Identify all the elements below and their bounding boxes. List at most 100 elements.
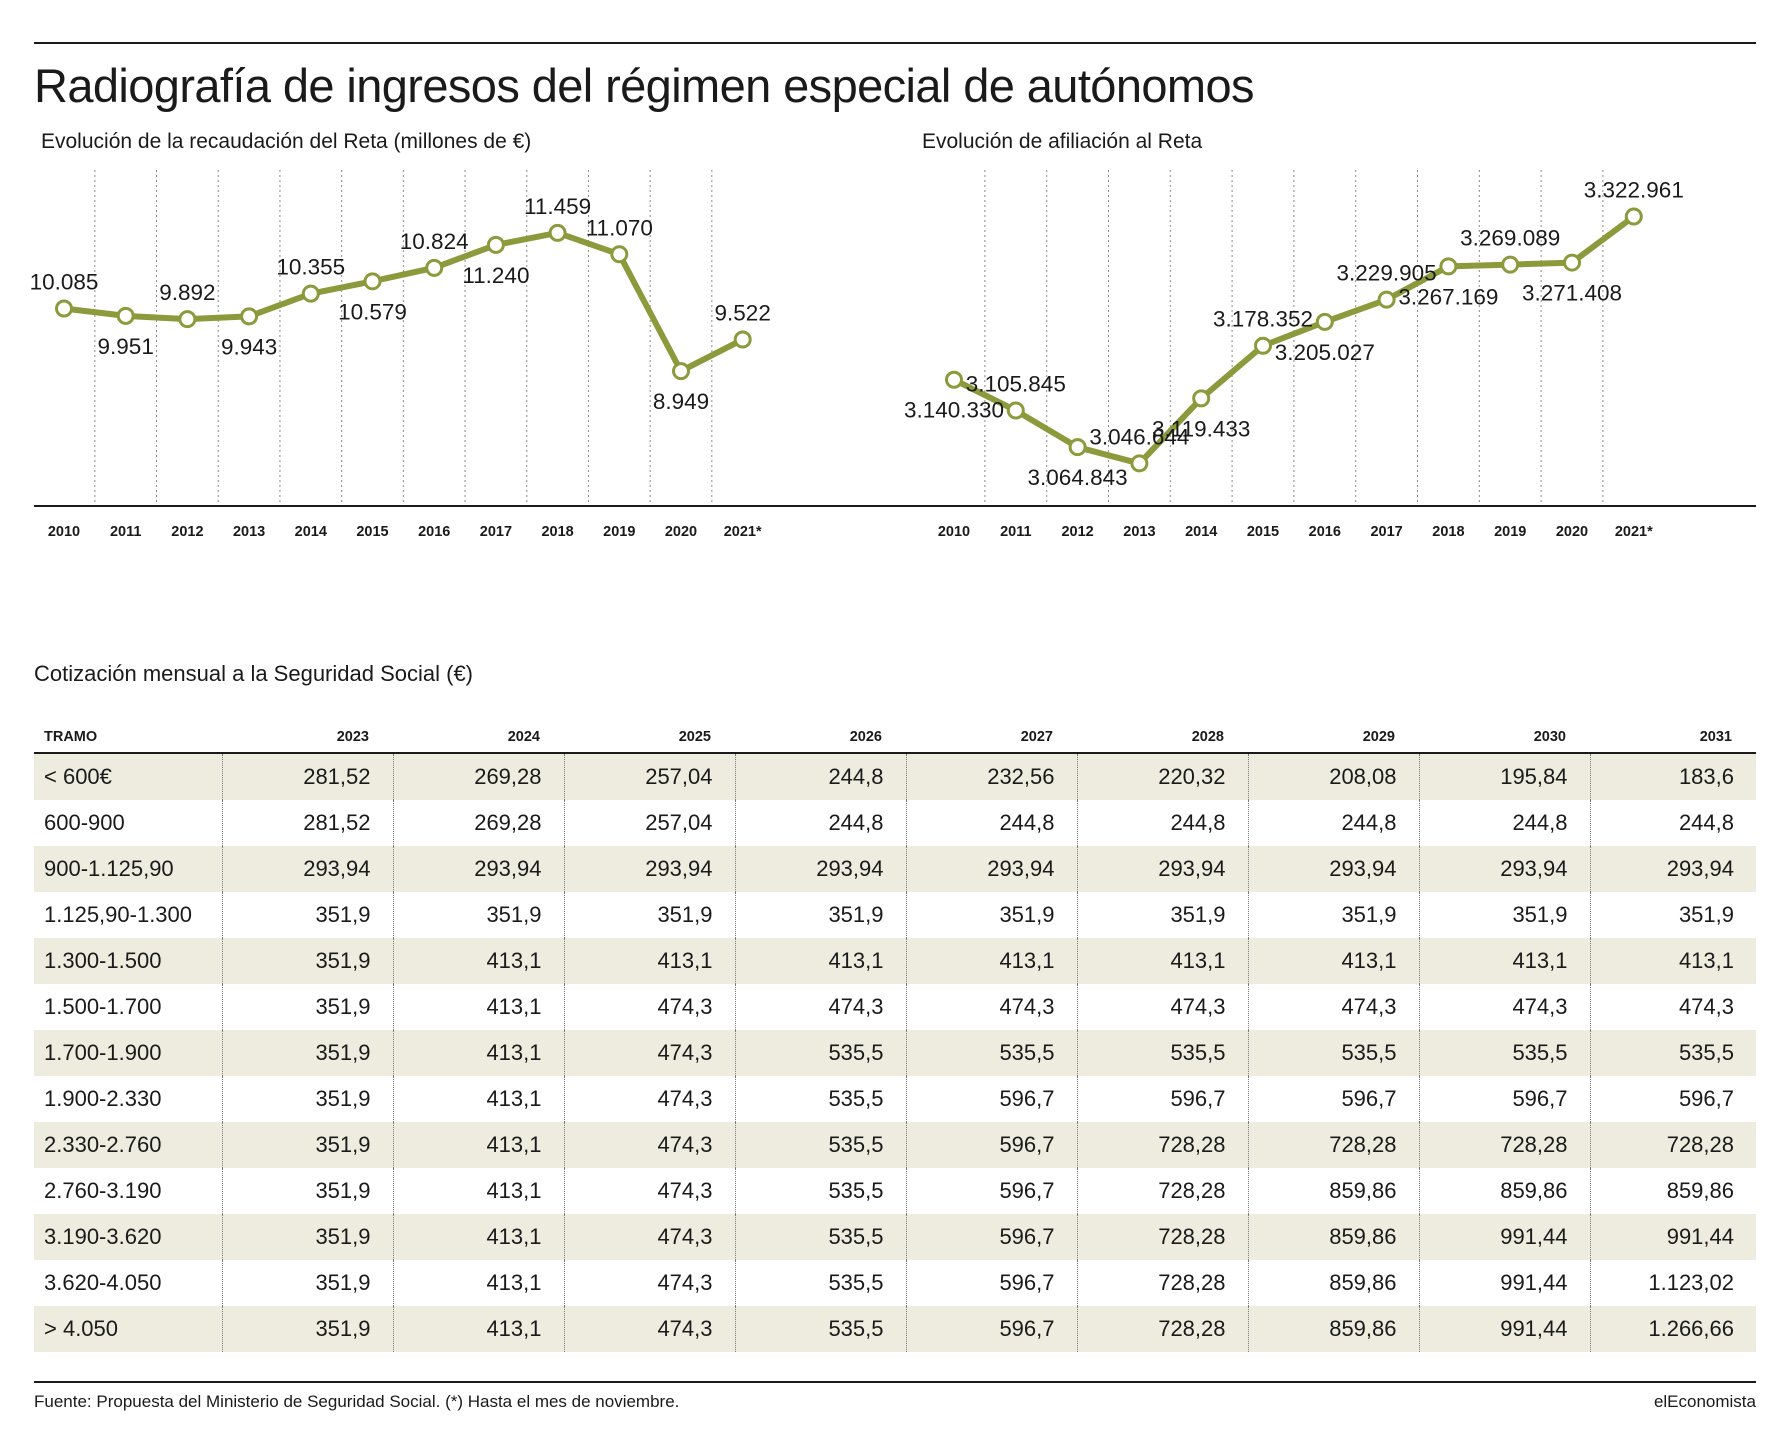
x-tick-label: 2018 [541,524,573,540]
x-tick-label: 2014 [295,524,327,540]
x-tick-label: 2020 [1556,524,1588,540]
value-cell: 991,44 [1589,1214,1756,1260]
value-cell: 991,44 [1418,1214,1590,1260]
value-cell: 413,1 [392,1214,564,1260]
data-point [1130,454,1149,473]
data-label: 3.322.961 [1584,178,1684,203]
value-cell: 351,9 [905,892,1077,938]
data-label: 3.229.905 [1337,261,1437,286]
value-cell: 351,9 [221,1076,393,1122]
x-tick-label: 2013 [233,524,265,540]
tramo-cell: 1.500-1.700 [44,994,162,1019]
table-row: 2.760-3.190 351,9 413,1 474,3 535,5 596,7 728,… [34,1168,1756,1214]
data-label: 3.105.845 [966,372,1066,397]
source-note: Fuente: Propuesta del Ministerio de Segu… [34,1392,680,1411]
value-cell: 244,8 [1418,800,1590,846]
value-cell: 351,9 [221,984,393,1030]
table-row: 3.620-4.050 351,9 413,1 474,3 535,5 596,7 728,… [34,1260,1756,1306]
value-cell: 535,5 [1076,1030,1248,1076]
value-cell: 244,8 [1076,800,1248,846]
table-row: 3.190-3.620 351,9 413,1 474,3 535,5 596,7 728,… [34,1214,1756,1260]
value-cell: 351,9 [221,1122,393,1168]
value-cell: 728,28 [1589,1122,1756,1168]
value-cell: 351,9 [392,892,564,938]
value-cell: 596,7 [905,1076,1077,1122]
column-header-year: 2029 [1248,722,1419,754]
value-cell: 351,9 [221,892,393,938]
column-header-year: 2031 [1590,722,1756,754]
value-cell: 859,86 [1418,1168,1590,1214]
value-cell: 859,86 [1247,1168,1419,1214]
value-cell: 413,1 [1418,938,1590,984]
data-label: 9.951 [98,334,154,359]
brand-logo: elEconomista [1653,1392,1756,1411]
value-cell: 859,86 [1589,1168,1756,1214]
data-point [240,307,259,326]
x-tick-label: 2013 [1123,524,1155,540]
tramo-cell: 3.190-3.620 [34,1214,222,1260]
value-cell: 474,3 [563,1214,735,1260]
data-label: 9.943 [221,334,277,359]
value-cell: 728,28 [1418,1122,1590,1168]
series-line [951,213,1637,467]
value-cell: 535,5 [734,1030,906,1076]
column-header-year: 2030 [1419,722,1590,754]
data-point [945,370,963,389]
value-cell: 244,8 [905,800,1077,846]
value-cell: 244,8 [734,800,906,846]
data-label: 10.355 [276,255,345,280]
value-cell: 474,3 [1418,984,1590,1030]
value-cell: 351,9 [221,938,393,984]
x-tick-label: 2011 [1000,524,1031,540]
value-cell: 351,9 [1589,892,1756,938]
value-cell: 413,1 [392,984,564,1030]
x-tick-label: 2012 [171,524,203,540]
data-point [610,245,629,264]
data-point [55,299,73,318]
tramo-cell: < 600€ [34,753,222,800]
x-tick-label: 2012 [1061,524,1093,540]
data-label: 3.205.027 [1275,340,1375,365]
value-cell: 859,86 [1247,1260,1419,1306]
data-point [486,235,505,254]
value-cell: 728,28 [1076,1306,1248,1352]
value-cell: 195,84 [1418,753,1590,800]
value-cell: 293,94 [392,846,564,892]
value-cell: 596,7 [905,1260,1077,1306]
column-header-year: 2024 [393,722,564,754]
table-row: 1.900-2.330 351,9 413,1 474,3 535,5 596,7 596,… [34,1076,1756,1122]
tramo-cell: 1.700-1.900 [34,1030,222,1076]
data-point [1624,207,1643,226]
value-cell: 596,7 [1589,1076,1756,1122]
data-label: 10.824 [400,229,469,254]
value-cell: 293,94 [1418,846,1590,892]
value-cell: 596,7 [1418,1076,1590,1122]
value-cell: 413,1 [905,938,1077,984]
value-cell: 991,44 [1418,1306,1590,1352]
value-cell: 293,94 [1247,846,1419,892]
x-tick-label: 2011 [110,524,141,540]
data-label: 3.046.644 [1089,424,1189,449]
value-cell: 535,5 [734,1122,906,1168]
x-tick-label: 2020 [665,524,697,540]
value-cell: 293,94 [734,846,906,892]
tramo-cell: 1.125,90-1.300 [44,902,193,927]
value-cell: 220,32 [1076,753,1248,800]
bottom-rule [34,1381,1756,1383]
data-point [1501,255,1520,274]
value-cell: 474,3 [563,1260,735,1306]
data-label: 11.459 [524,194,591,219]
value-cell: 244,8 [1589,800,1756,846]
table-row: 600-900 281,52 269,28 257,04 244,8 244,8 244,8… [34,800,1756,846]
series-line [61,229,746,375]
data-label: 3.140.330 [904,398,1004,423]
x-tick-label: 2014 [1185,524,1217,540]
value-cell: 535,5 [734,1260,906,1306]
data-point [1315,312,1334,331]
value-cell: 474,3 [1076,984,1248,1030]
value-cell: 244,8 [1247,800,1419,846]
table-row: > 4.050 351,9 413,1 474,3 535,5 596,7 728,28 85… [34,1306,1756,1352]
x-tick-label: 2016 [418,524,450,540]
value-cell: 257,04 [563,800,735,846]
table-row: 900-1.125,90 293,94 293,94 293,94 293,94 293,… [34,846,1756,892]
